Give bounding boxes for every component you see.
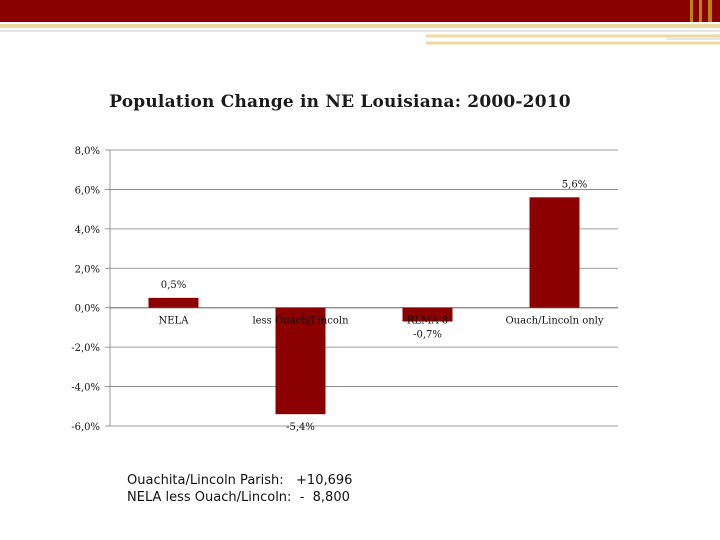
chart-title: Population Change in NE Louisiana: 2000-… <box>109 92 571 112</box>
note-nela-less: NELA less Ouach/Lincoln: - 8,800 <box>127 490 350 505</box>
data-label: -5,4% <box>286 422 315 433</box>
note-ouachita-lincoln: Ouachita/Lincoln Parish: +10,696 <box>127 473 353 488</box>
header-accent-stripe <box>690 0 693 22</box>
x-category-label: Ouach/Lincoln only <box>505 316 603 327</box>
y-tick-label: 4,0% <box>75 225 100 236</box>
y-tick-label: 8,0% <box>75 146 100 157</box>
bar <box>148 297 199 308</box>
y-tick-label: -4,0% <box>71 383 100 394</box>
y-tick-label: 0,0% <box>75 304 100 315</box>
y-tick-label: -2,0% <box>71 343 100 354</box>
data-label: 5,6% <box>562 179 587 190</box>
x-category-label: RLMA 8 <box>407 316 448 327</box>
x-category-label: less Ouach/Lincoln <box>252 316 349 327</box>
bar <box>402 307 453 322</box>
y-tick-label: 2,0% <box>75 264 100 275</box>
header-decoration-lines <box>0 24 720 45</box>
y-tick-label: -6,0% <box>71 422 100 433</box>
bar <box>275 307 326 415</box>
header-accent-stripe <box>708 0 712 22</box>
bar <box>529 197 580 308</box>
x-category-label: NELA <box>159 316 190 327</box>
header-band <box>0 0 720 22</box>
header-accent-stripe <box>699 0 702 22</box>
y-tick-label: 6,0% <box>75 185 100 196</box>
data-label: -0,7% <box>413 330 442 341</box>
data-label: 0,5% <box>161 280 186 291</box>
